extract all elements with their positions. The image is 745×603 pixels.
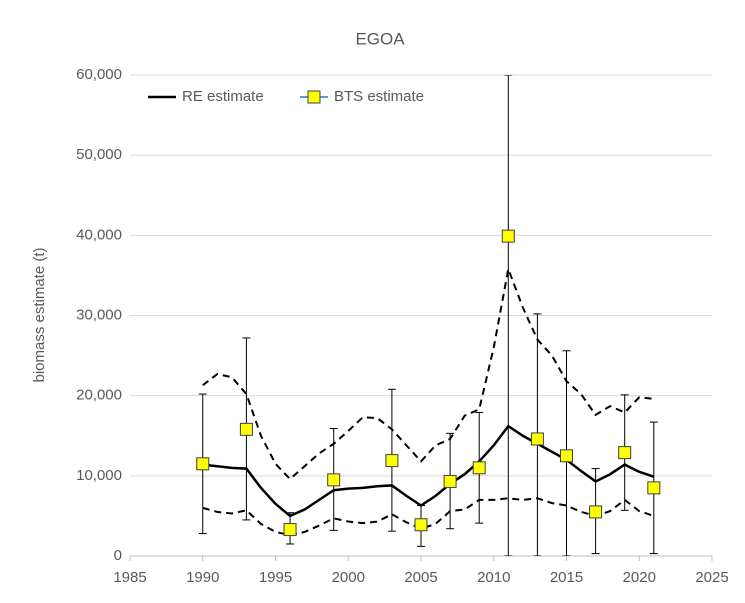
confidence-line: [202, 497, 655, 537]
bts-marker: [327, 473, 341, 487]
confidence-line: [202, 265, 654, 481]
x-tick-label: 2025: [695, 569, 728, 586]
bts-marker: [385, 454, 399, 468]
x-tick-label: 2010: [477, 569, 510, 586]
re-line: [202, 424, 655, 518]
legend-label: RE estimate: [182, 88, 264, 105]
plot-area: [196, 75, 661, 556]
y-tick-label: 20,000: [76, 387, 122, 404]
y-tick-label: 30,000: [76, 306, 122, 323]
x-tick-label: 1985: [113, 569, 146, 586]
chart-title: EGOA: [355, 29, 405, 48]
x-tick-label: 2005: [404, 569, 437, 586]
bts-marker: [443, 474, 457, 488]
bts-marker: [196, 457, 210, 471]
bts-marker: [618, 446, 632, 460]
x-tick-label: 2015: [550, 569, 583, 586]
bts-marker: [589, 505, 603, 519]
bts-marker: [239, 422, 253, 436]
legend-swatch: [307, 90, 321, 104]
bts-marker: [472, 461, 486, 475]
x-tick-label: 1990: [186, 569, 219, 586]
bts-marker: [560, 449, 573, 463]
bts-marker: [414, 518, 428, 532]
x-tick-label: 1995: [259, 569, 292, 586]
y-tick-label: 10,000: [76, 467, 122, 484]
y-tick-label: 40,000: [76, 226, 122, 243]
bts-marker: [647, 481, 661, 495]
legend-label: BTS estimate: [334, 88, 424, 105]
y-tick-label: 50,000: [76, 146, 122, 163]
bts-marker: [501, 229, 515, 243]
bts-marker: [530, 432, 544, 446]
y-tick-label: 60,000: [76, 66, 122, 83]
y-axis-label: biomass estimate (t): [31, 247, 48, 382]
bts-marker: [283, 523, 297, 537]
x-tick-label: 2000: [332, 569, 365, 586]
x-tick-label: 2020: [623, 569, 656, 586]
y-tick-label: 0: [114, 547, 122, 564]
